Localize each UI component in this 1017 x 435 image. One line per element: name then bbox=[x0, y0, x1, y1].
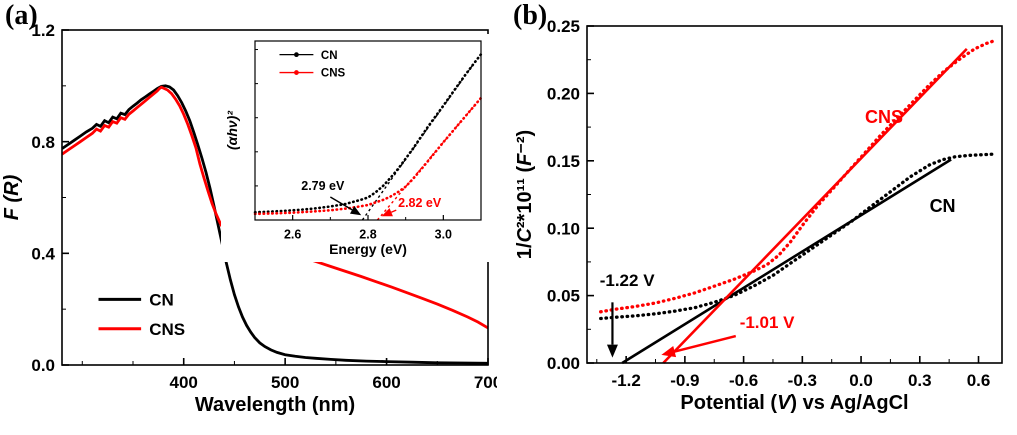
x-axis-label: Potential (V) vs Ag/AgCl bbox=[680, 392, 908, 414]
y-tick-label: 1.2 bbox=[31, 21, 55, 40]
y-tick-label: 0.15 bbox=[547, 152, 580, 171]
y-axis-label: (αhν)² bbox=[224, 111, 240, 150]
x-tick-label: 2.8 bbox=[359, 228, 376, 242]
y-axis-label: 1/C²*10¹¹ (F⁻²) bbox=[514, 130, 536, 259]
annotation-text: CNS bbox=[865, 107, 903, 127]
legend-label-CN: CN bbox=[149, 291, 174, 310]
legend-marker-CNS bbox=[294, 70, 299, 75]
annotation-arrowhead bbox=[606, 344, 618, 358]
annotation-arrowhead bbox=[381, 208, 393, 217]
y-tick-label: 0.4 bbox=[31, 244, 55, 263]
series-CN-fit bbox=[621, 158, 952, 365]
x-tick-label: 600 bbox=[372, 373, 400, 392]
x-tick-label: 400 bbox=[170, 373, 198, 392]
series-CNS bbox=[599, 39, 996, 314]
annotation-text: CN bbox=[930, 196, 956, 216]
x-tick-label: -0.3 bbox=[788, 371, 817, 390]
panel-a-label: (a) bbox=[5, 0, 38, 31]
x-tick-label: 500 bbox=[271, 373, 299, 392]
annotation-arrowhead bbox=[661, 345, 677, 358]
y-axis-label: F (R) bbox=[1, 174, 23, 220]
annotation-text: 2.82 eV bbox=[398, 196, 442, 210]
x-tick-label: 0.6 bbox=[967, 371, 991, 390]
annotation-text: 2.79 eV bbox=[301, 179, 345, 193]
tauc-plot-inset-chart: 2.6 2.8 3.0 Energy (eV) (αhν)² CN CNS 2.79 eV 2.… bbox=[221, 34, 489, 262]
y-tick-label: 0.10 bbox=[547, 219, 580, 238]
y-tick-label: 0.25 bbox=[547, 17, 580, 36]
legend-label-CNS: CNS bbox=[321, 68, 346, 80]
legend-label-CN: CN bbox=[321, 50, 338, 62]
x-tick-label: 2.6 bbox=[284, 228, 301, 242]
x-tick-label: 700 bbox=[474, 373, 497, 392]
legend-marker-CN bbox=[294, 52, 299, 58]
series-CNS bbox=[61, 85, 489, 330]
annotation-arrow bbox=[329, 196, 353, 211]
x-tick-label: -1.2 bbox=[612, 371, 641, 390]
series-CN bbox=[253, 53, 483, 214]
inset-background bbox=[221, 34, 489, 262]
y-tick-label: 0.0 bbox=[31, 356, 55, 375]
uvvis-spectra-chart: 400 500 600 700 0.0 0.4 0.8 1.2 Wavelength (nm) F… bbox=[1, 21, 497, 416]
annotation-arrowhead bbox=[349, 206, 362, 216]
panel-b-label: (b) bbox=[513, 0, 548, 31]
series-CN bbox=[599, 152, 996, 321]
mott-schottky-chart: -1.2 -0.9 -0.6 -0.3 0.0 0.3 0.6 0.00 0.05 0.10 0.1… bbox=[514, 17, 1003, 414]
y-tick-label: 0.20 bbox=[547, 85, 580, 104]
x-tick-label: 0.0 bbox=[849, 371, 873, 390]
x-axis-label: Energy (eV) bbox=[329, 241, 407, 257]
series-CNS-fit bbox=[662, 47, 968, 364]
annotation-arrow bbox=[674, 334, 737, 353]
x-tick-label: 3.0 bbox=[435, 228, 452, 242]
y-tick-label: 0.8 bbox=[31, 133, 55, 152]
x-tick-label: -0.6 bbox=[729, 371, 758, 390]
series-CNS bbox=[253, 96, 483, 216]
annotation-text: -1.01 V bbox=[740, 313, 795, 332]
series-CN bbox=[61, 84, 489, 365]
annotation-text: -1.22 V bbox=[600, 271, 655, 290]
x-axis-label: Wavelength (nm) bbox=[195, 394, 355, 416]
x-tick-label: -0.9 bbox=[670, 371, 699, 390]
x-tick-label: 0.3 bbox=[908, 371, 932, 390]
legend-label-CNS: CNS bbox=[149, 320, 185, 339]
y-tick-label: 0.00 bbox=[547, 354, 580, 373]
annotation-arrow bbox=[390, 209, 397, 213]
y-tick-label: 0.05 bbox=[547, 287, 580, 306]
